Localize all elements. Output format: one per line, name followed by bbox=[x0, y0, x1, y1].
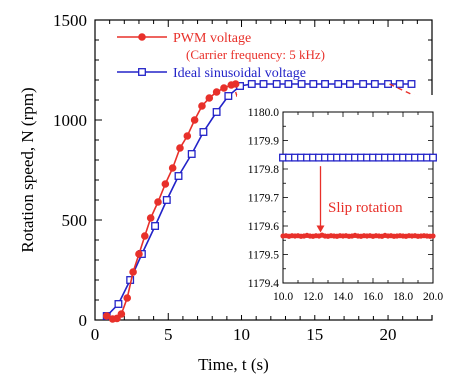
inset-x-tick-label: 12.0 bbox=[303, 291, 323, 303]
legend-pwm-marker bbox=[138, 33, 146, 41]
inset-y-tick-label: 1180.0 bbox=[248, 107, 279, 119]
legend-pwm-label: PWM voltage bbox=[173, 31, 251, 46]
inset-ideal-series-point bbox=[429, 153, 437, 162]
ideal-series-point bbox=[297, 80, 306, 88]
ideal-series-point bbox=[162, 196, 171, 204]
inset-plot: 10.0 12.0 14.0 16.0 18.0 20.0 1179.4 1179.5 1179… bbox=[237, 95, 447, 315]
pwm-series-point bbox=[183, 132, 192, 140]
pwm-series-point bbox=[220, 84, 228, 92]
ideal-series-point bbox=[224, 92, 233, 100]
pwm-series-point bbox=[141, 232, 149, 240]
x-tick-label: 15 bbox=[306, 325, 323, 344]
pwm-series-point bbox=[135, 250, 143, 258]
inset-x-tick-label: 16.0 bbox=[363, 291, 383, 303]
ideal-series-point bbox=[334, 80, 343, 88]
pwm-series-point bbox=[113, 314, 121, 323]
y-tick-label: 1000 bbox=[53, 111, 87, 130]
main-plot: 0 5 10 15 20 0 500 1000 1500 Time, t (s) Rotation … bbox=[18, 11, 433, 374]
ideal-series-point bbox=[395, 80, 404, 88]
legend-pwm-subtitle: (Carrier frequency: 5 kHz) bbox=[186, 47, 325, 62]
inset-x-tick-label: 20.0 bbox=[423, 291, 443, 303]
ideal-series-point bbox=[345, 80, 354, 88]
ideal-series-point bbox=[151, 222, 160, 230]
x-tick-label: 10 bbox=[233, 325, 250, 344]
y-axis-title: Rotation speed, N (rpm) bbox=[18, 87, 37, 252]
ideal-series-point bbox=[259, 80, 268, 88]
pwm-series-point bbox=[205, 94, 214, 102]
ideal-series-point bbox=[284, 80, 293, 88]
ideal-series-point bbox=[384, 80, 392, 88]
slip-rotation-arrowhead bbox=[316, 225, 325, 233]
legend-ideal-marker bbox=[138, 68, 146, 76]
legend-ideal-label: Ideal sinusoidal voltage bbox=[173, 66, 306, 81]
ideal-series-point bbox=[407, 80, 416, 88]
pwm-series-point bbox=[154, 198, 162, 206]
x-tick-label: 0 bbox=[91, 325, 100, 344]
ideal-series-point bbox=[174, 172, 183, 180]
pwm-series-point bbox=[198, 102, 206, 110]
x-axis-title: Time, t (s) bbox=[198, 355, 269, 374]
inset-y-tick-label: 1179.9 bbox=[248, 136, 279, 148]
y-tick-label: 0 bbox=[79, 311, 88, 330]
ideal-series-point bbox=[212, 108, 221, 116]
x-tick-label: 20 bbox=[380, 325, 397, 344]
y-tick-label: 500 bbox=[62, 211, 88, 230]
legend: PWM voltage(Carrier frequency: 5 kHz) Ide… bbox=[117, 31, 325, 81]
ideal-series-point bbox=[272, 80, 281, 88]
inset-y-tick-label: 1179.7 bbox=[248, 193, 279, 205]
ideal-series-point bbox=[114, 300, 123, 308]
inset-x-tick-label: 10.0 bbox=[273, 291, 293, 303]
pwm-series-line bbox=[106, 83, 236, 320]
pwm-series-point bbox=[212, 88, 221, 96]
pwm-series-point bbox=[161, 180, 170, 188]
inset-background bbox=[237, 95, 447, 315]
ideal-series-point bbox=[370, 80, 379, 88]
inset-y-tick-label: 1179.8 bbox=[248, 164, 279, 176]
ideal-series-point bbox=[199, 128, 208, 136]
pwm-series-point bbox=[102, 312, 111, 320]
ideal-series-point bbox=[359, 80, 368, 88]
pwm-series-point bbox=[231, 80, 240, 88]
y-tick-label: 1500 bbox=[53, 11, 87, 30]
inset-pwm-series-point bbox=[430, 233, 436, 239]
ideal-series-point bbox=[247, 80, 256, 88]
inset-y-tick-label: 1179.4 bbox=[248, 278, 279, 290]
inset-y-tick-label: 1179.6 bbox=[248, 221, 279, 233]
slip-rotation-label: Slip rotation bbox=[328, 200, 403, 216]
pwm-series-point bbox=[123, 294, 132, 302]
inset-y-tick-label: 1179.5 bbox=[248, 250, 279, 262]
inset-x-tick-label: 14.0 bbox=[333, 291, 353, 303]
x-tick-label: 5 bbox=[164, 325, 173, 344]
ideal-series-point bbox=[321, 80, 329, 88]
ideal-series-point bbox=[309, 80, 318, 88]
ideal-series-point bbox=[187, 150, 196, 158]
inset-x-tick-label: 18.0 bbox=[393, 291, 413, 303]
pwm-series-point bbox=[176, 144, 184, 152]
pwm-series-point bbox=[129, 268, 137, 276]
pwm-series-point bbox=[146, 214, 155, 222]
pwm-series-point bbox=[117, 310, 126, 318]
pwm-series-point bbox=[168, 164, 177, 172]
pwm-series-point bbox=[190, 116, 199, 124]
